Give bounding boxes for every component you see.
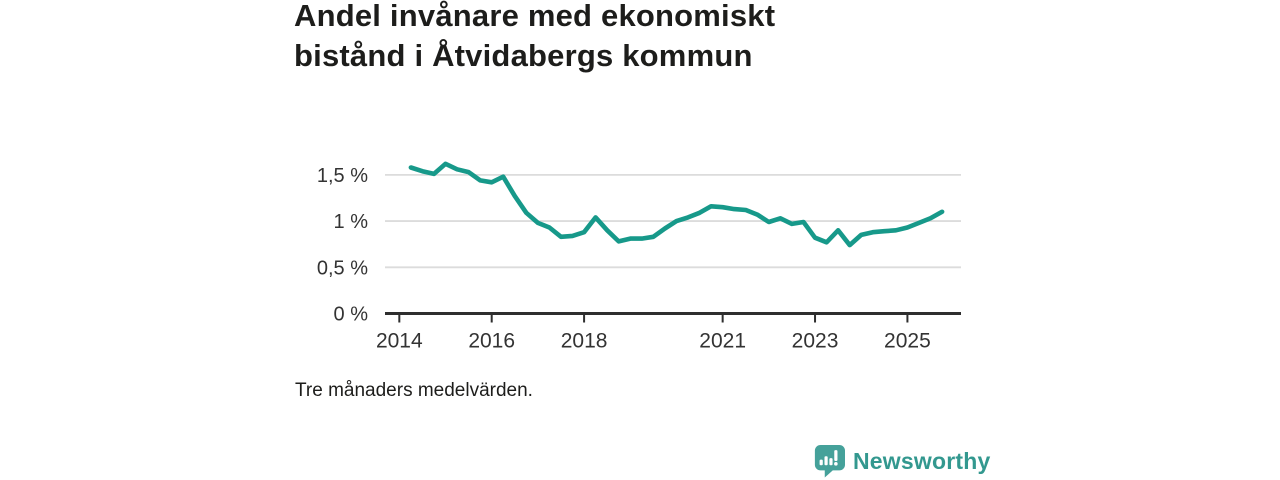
chart-svg: 0 % 0,5 % 1 % 1,5 % 2014 2016 2018 2021 2023 2025 — [317, 161, 961, 353]
x-tick-label: 2018 — [561, 330, 608, 353]
x-tick-label: 2023 — [792, 330, 839, 353]
y-tick-label: 1 % — [334, 211, 369, 233]
y-tick-label: 0 % — [334, 304, 369, 326]
chart-caption: Tre månaders medelvärden. — [295, 380, 533, 401]
data-line-ekonomiskt-bistand — [408, 161, 945, 248]
newsworthy-wordmark: Newsworthy — [853, 447, 991, 474]
x-tick-label: 2016 — [468, 330, 515, 353]
x-tick-label: 2025 — [884, 330, 931, 353]
chart-title: Andel invånare med ekonomiskt bistånd i … — [294, 0, 776, 73]
mini-bar-chart — [819, 450, 838, 466]
y-tick-label: 1,5 % — [317, 165, 368, 187]
x-tick-label: 2014 — [376, 330, 423, 353]
newsworthy-icon — [814, 445, 845, 478]
line-chart: 0 % 0,5 % 1 % 1,5 % 2014 2016 2018 2021 2023 2025 — [280, 135, 980, 370]
y-tick-label: 0,5 % — [317, 257, 368, 279]
newsworthy-logo[interactable]: Newsworthy — [813, 444, 990, 478]
x-tick-label: 2021 — [699, 330, 746, 353]
